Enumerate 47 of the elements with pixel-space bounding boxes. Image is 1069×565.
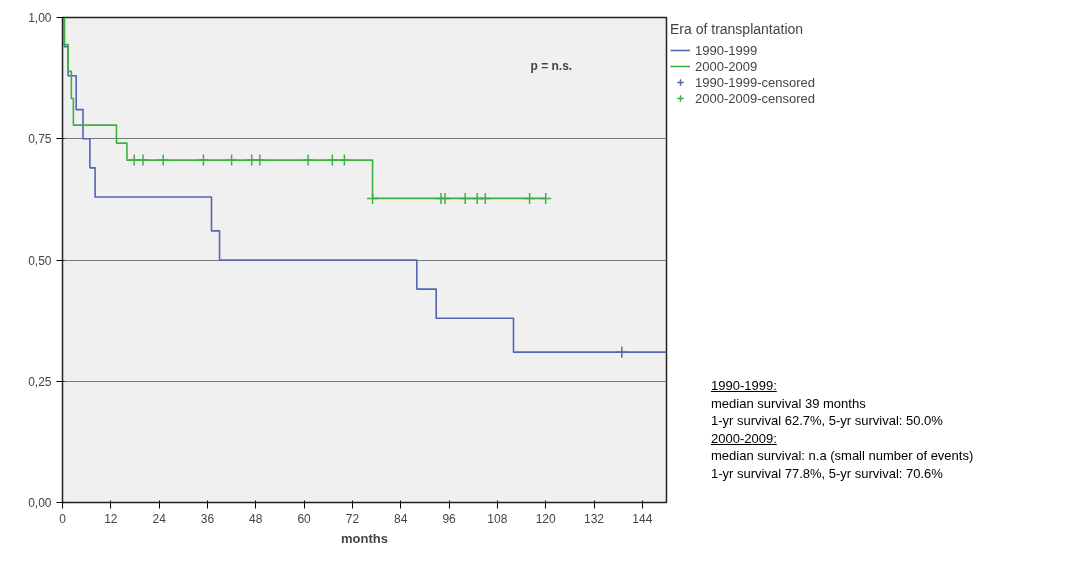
legend-label: 1990-1999 <box>695 42 758 58</box>
y-tick-label: 0,00 <box>28 496 52 510</box>
y-tick-label: 0,50 <box>28 253 52 268</box>
point <box>438 192 452 205</box>
x-tick-label: 60 <box>297 511 312 526</box>
point <box>479 192 492 205</box>
text: median survival: n.a (small number of events) <box>711 448 974 463</box>
point <box>326 153 339 167</box>
legend-label: 1990-1999-censored <box>695 74 815 90</box>
y-tick-label: 0,25 <box>28 374 52 389</box>
point <box>127 153 141 167</box>
point <box>301 153 315 167</box>
x-tick-label: 0 <box>59 511 67 526</box>
x-tick-label: 36 <box>200 511 215 526</box>
legend-title: Era of transplantation <box>670 21 805 37</box>
x-tick-label: 84 <box>394 511 408 526</box>
annotation: p = n.s. <box>530 58 573 73</box>
x-tick-label: 12 <box>104 511 118 526</box>
text: 1-yr survival 62.7%, 5-yr survival: 50.0% <box>711 413 943 428</box>
point <box>523 192 536 205</box>
x-axis-title: months <box>341 530 388 546</box>
text: 1-yr survival 77.8%, 5-yr survival: 70.6% <box>711 465 943 481</box>
point <box>615 345 629 359</box>
x-tick-label: 120 <box>535 511 557 526</box>
legend-label: 2000-2009 <box>695 58 758 74</box>
x-tick-label: 72 <box>345 511 360 526</box>
x-tick-label: 144 <box>632 511 653 526</box>
text: median survival 39 months <box>711 395 866 411</box>
x-tick-label: 24 <box>152 511 167 526</box>
point <box>197 153 210 167</box>
text: 2000-2009: <box>711 430 777 446</box>
point <box>225 153 238 167</box>
point <box>136 153 150 167</box>
x-tick-label: 48 <box>249 511 263 526</box>
text: 1990-1999: <box>711 378 777 393</box>
x-tick-label: 96 <box>442 511 457 526</box>
y-tick-label: 1,00 <box>28 11 52 25</box>
y-tick-label: 0,75 <box>28 132 52 147</box>
point <box>539 192 552 205</box>
x-tick-label: 132 <box>584 511 605 526</box>
point <box>253 153 267 167</box>
point <box>458 192 472 205</box>
legend-label: 2000-2009-censored <box>695 90 815 106</box>
x-tick-label: 108 <box>487 511 508 526</box>
point <box>156 153 170 167</box>
point <box>366 192 379 205</box>
point <box>338 153 351 167</box>
